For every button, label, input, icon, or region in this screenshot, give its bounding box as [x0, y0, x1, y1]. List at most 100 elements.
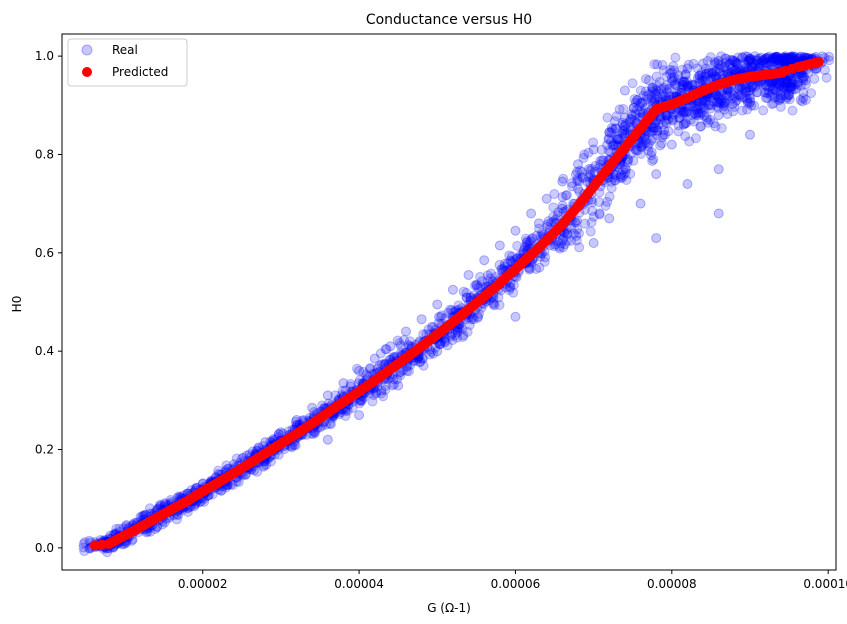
real-point [342, 405, 353, 416]
real-point [609, 139, 620, 150]
real-point [435, 311, 446, 322]
real-point [701, 68, 712, 79]
real-point [705, 52, 716, 63]
real-point [549, 189, 560, 200]
real-point [423, 324, 434, 335]
real-point [682, 178, 693, 189]
real-point [612, 132, 623, 143]
real-point [619, 112, 630, 123]
real-point [622, 157, 633, 168]
real-point [273, 429, 284, 440]
predicted-point [103, 538, 114, 549]
real-point [345, 381, 356, 392]
real-point [617, 172, 628, 183]
real-point [573, 159, 583, 170]
real-point [635, 148, 646, 159]
predicted-point [526, 249, 537, 260]
real-point [623, 154, 634, 165]
real-point [548, 211, 559, 222]
real-point [505, 255, 516, 266]
x-tick-label: 0.00006 [491, 577, 541, 591]
real-point [606, 136, 617, 147]
real-point [452, 332, 463, 343]
predicted-point [780, 65, 791, 76]
real-point [604, 127, 615, 138]
predicted-point [135, 522, 146, 533]
real-point [512, 240, 523, 251]
real-point [347, 402, 358, 413]
y-tick-label: 1.0 [35, 49, 54, 63]
real-point [227, 479, 238, 490]
real-point [554, 243, 565, 254]
y-tick-label: 0.8 [35, 147, 54, 161]
real-point [111, 523, 122, 534]
real-point [619, 125, 630, 136]
real-point [439, 336, 450, 347]
real-point [800, 75, 811, 86]
real-point [566, 235, 577, 246]
real-point [553, 207, 564, 218]
real-point [641, 134, 652, 145]
real-point [612, 133, 623, 144]
real-point [634, 101, 645, 112]
real-point [590, 160, 601, 171]
real-point [646, 135, 657, 146]
real-point [626, 109, 637, 120]
real-point [635, 107, 646, 118]
real-point [624, 116, 635, 127]
real-point [542, 219, 553, 230]
real-point [627, 110, 638, 121]
real-point [733, 58, 744, 69]
real-point [824, 55, 835, 66]
real-point [744, 98, 755, 109]
real-point [521, 240, 532, 251]
real-point [355, 396, 366, 407]
real-point [275, 427, 286, 438]
real-point [385, 341, 396, 352]
real-point [381, 344, 392, 355]
real-point [496, 264, 507, 275]
real-point [541, 193, 552, 204]
real-point [572, 224, 583, 235]
real-point [698, 58, 709, 69]
real-point [540, 252, 551, 263]
real-point [479, 255, 490, 266]
real-point [476, 276, 487, 287]
real-point [417, 353, 428, 364]
x-axis-label: G (Ω-1) [427, 601, 471, 615]
real-point [653, 86, 664, 97]
real-point [393, 380, 404, 391]
real-point [729, 56, 740, 67]
real-point [531, 264, 542, 275]
real-point [579, 149, 590, 160]
real-point [607, 124, 618, 135]
real-point [606, 176, 617, 187]
x-tick-label: 0.00008 [647, 577, 697, 591]
real-point [401, 326, 411, 337]
real-point [475, 271, 486, 282]
real-point [640, 137, 651, 148]
real-point [364, 364, 375, 375]
real-point [340, 406, 351, 417]
real-point [260, 437, 271, 448]
real-point [585, 226, 596, 237]
real-point [620, 128, 631, 139]
real-point [719, 62, 730, 73]
legend-marker-real [81, 44, 93, 56]
real-point [611, 111, 622, 122]
real-point [588, 211, 599, 222]
predicted-point [479, 291, 490, 302]
real-point [558, 233, 569, 244]
real-point [684, 136, 695, 147]
real-point [611, 170, 622, 181]
y-tick-label: 0.4 [35, 344, 54, 358]
real-point [618, 164, 629, 175]
real-point [554, 241, 565, 252]
real-point [716, 123, 727, 134]
legend-marker-predicted [82, 67, 92, 77]
real-point [610, 123, 621, 134]
real-point [546, 217, 557, 228]
real-point [471, 279, 482, 290]
real-point [598, 155, 609, 166]
real-point [787, 105, 798, 116]
